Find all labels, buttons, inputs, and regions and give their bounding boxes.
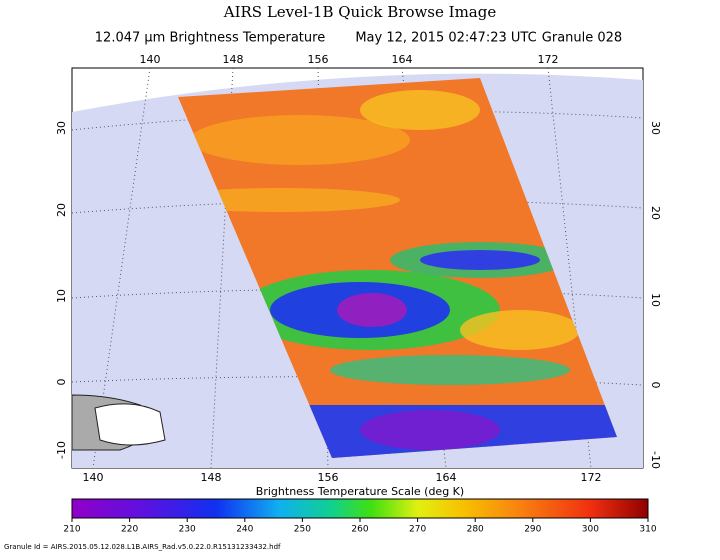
lon-label: 140 — [83, 471, 104, 484]
lon-label: 172 — [581, 471, 602, 484]
granule-id: Granule Id = AIRS.2015.05.12.028.L1B.AIR… — [4, 543, 281, 551]
lat-label: -10 — [649, 451, 662, 469]
lon-label: 148 — [201, 471, 222, 484]
colorbar-label: Brightness Temperature Scale (deg K) — [256, 485, 464, 498]
lon-label: 164 — [392, 53, 413, 66]
lat-label: 0 — [55, 379, 68, 386]
colorbar-tick-label: 280 — [467, 525, 484, 535]
lon-label: 164 — [436, 471, 457, 484]
colorbar — [71, 498, 649, 519]
colorbar-tick-label: 240 — [236, 525, 253, 535]
colorbar-tick-label: 210 — [63, 525, 80, 535]
map — [71, 67, 644, 469]
lon-label: 140 — [140, 53, 161, 66]
lat-label: -10 — [55, 441, 68, 459]
colorbar-tick-label: 230 — [179, 525, 196, 535]
title: AIRS Level-1B Quick Browse Image — [223, 3, 497, 21]
colorbar-tick-label: 260 — [351, 525, 368, 535]
lat-label: 20 — [55, 203, 68, 217]
subtitle: Granule 028 — [542, 31, 622, 46]
colorbar-tick-label: 300 — [582, 525, 599, 535]
subtitle: May 12, 2015 02:47:23 UTC — [355, 31, 536, 46]
lon-label: 148 — [223, 53, 244, 66]
lat-label: 10 — [55, 289, 68, 303]
lat-label: 30 — [649, 121, 662, 135]
lon-label: 156 — [308, 53, 329, 66]
colorbar-tick-label: 310 — [639, 525, 656, 535]
lat-label: 10 — [649, 293, 662, 307]
colorbar-tick-label: 290 — [524, 525, 541, 535]
lat-label: 30 — [55, 121, 68, 135]
colorbar-tick-label: 220 — [121, 525, 138, 535]
colorbar-tick-label: 270 — [409, 525, 426, 535]
colorbar-tick-label: 250 — [294, 525, 311, 535]
lat-label: 20 — [649, 206, 662, 220]
lon-label: 156 — [318, 471, 339, 484]
subtitle: 12.047 μm Brightness Temperature — [95, 31, 325, 46]
lon-label: 172 — [538, 53, 559, 66]
lat-label: 0 — [649, 382, 662, 389]
